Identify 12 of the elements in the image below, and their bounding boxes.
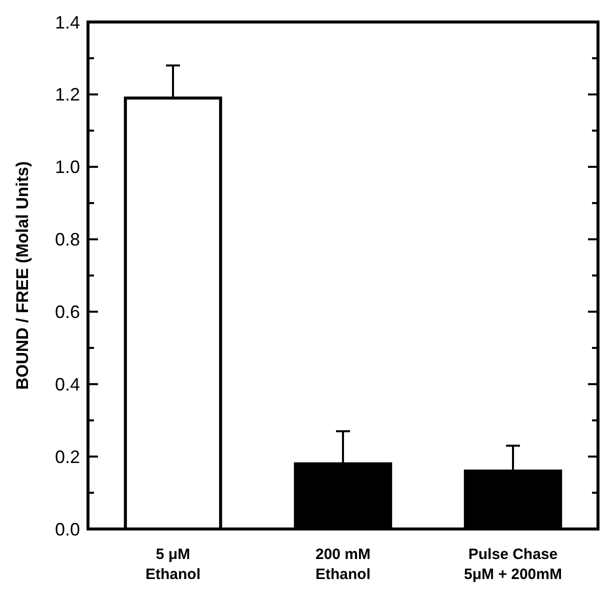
y-tick-label: 0.8: [54, 230, 80, 250]
x-tick-label: 200 mM Ethanol: [315, 546, 371, 583]
y-axis-title: BOUND / FREE (Molal Units): [13, 161, 32, 390]
x-tick-label: 5 μM Ethanol: [146, 546, 200, 583]
x-tick-label: Pulse Chase 5μM + 200mM: [464, 546, 562, 583]
y-tick-label: 0.2: [54, 446, 80, 467]
y-tick-label: 0.6: [54, 302, 80, 322]
y-tick-label: 0.4: [54, 374, 80, 394]
y-tick-label: 1.2: [54, 84, 80, 105]
y-tick-label: 0.0: [54, 519, 80, 540]
y-tick-label: 1.4: [54, 12, 80, 32]
y-tick-label: 1.0: [54, 157, 80, 178]
